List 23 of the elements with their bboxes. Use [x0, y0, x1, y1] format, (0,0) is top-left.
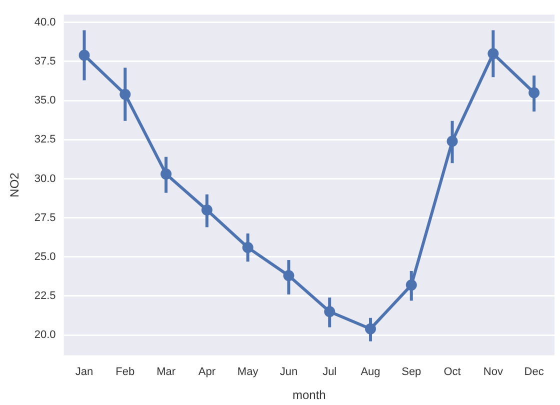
x-tick-label: Jul — [322, 366, 337, 378]
y-tick-label: 35.0 — [34, 94, 56, 107]
x-tick-label: Sep — [402, 366, 422, 378]
y-axis-title: NO2 — [8, 172, 22, 198]
x-tick-label: Oct — [444, 366, 461, 378]
x-tick-label: Mar — [156, 366, 176, 378]
x-tick-label: Jan — [75, 366, 94, 378]
y-tick-label: 22.5 — [34, 290, 56, 302]
x-axis-title: month — [292, 388, 326, 402]
y-tick-label: 25.0 — [34, 250, 56, 263]
x-tick-label: Jun — [280, 366, 298, 378]
x-tick-label: Aug — [360, 366, 380, 378]
x-tick-label: Feb — [116, 366, 135, 378]
x-tick-label: May — [237, 366, 259, 378]
y-tick-label: 30.0 — [34, 172, 56, 185]
y-tick-label: 20.0 — [34, 329, 56, 342]
y-tick-label: 27.5 — [34, 212, 56, 224]
y-tick-label: 32.5 — [34, 134, 56, 146]
x-tick-label: Apr — [198, 366, 216, 378]
y-tick-label: 37.5 — [34, 56, 56, 68]
y-tick-label: 40.0 — [34, 16, 56, 28]
x-tick-label: Nov — [483, 366, 504, 378]
x-tick-label: Dec — [524, 366, 544, 378]
